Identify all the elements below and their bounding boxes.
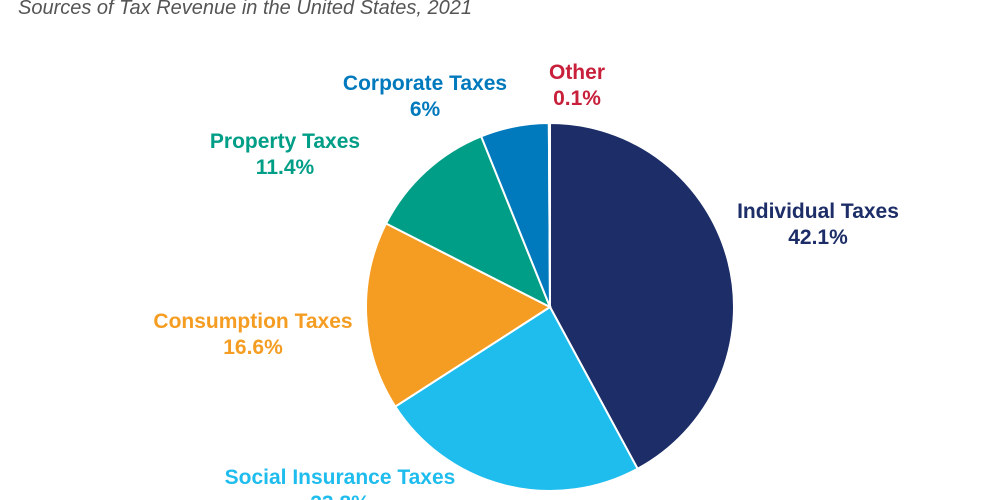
slice-value-label: 6% bbox=[410, 98, 441, 121]
slice-name-label: Property Taxes bbox=[210, 130, 360, 153]
slice-value-label: 23.8% bbox=[310, 492, 370, 500]
slice-value-label: 42.1% bbox=[788, 226, 848, 249]
pie-slice-other bbox=[547, 121, 551, 308]
pie-slices bbox=[365, 121, 735, 492]
pie-slice-consumption-taxes bbox=[365, 222, 553, 408]
slice-value-label: 11.4% bbox=[256, 156, 315, 179]
slice-name-label: Consumption Taxes bbox=[153, 310, 352, 333]
pie-slice-individual-taxes bbox=[549, 121, 735, 471]
slice-name-label: Corporate Taxes bbox=[343, 72, 507, 95]
pie-slice-social-insurance-taxes bbox=[393, 305, 639, 492]
slice-value-label: 16.6% bbox=[223, 336, 283, 359]
slice-name-label: Social Insurance Taxes bbox=[225, 466, 456, 489]
chart-title: Sources of Tax Revenue in the United Sta… bbox=[18, 0, 472, 19]
slice-value-label: 0.1% bbox=[553, 87, 601, 110]
slice-name-label: Individual Taxes bbox=[737, 200, 899, 223]
slice-name-label: Other bbox=[549, 61, 605, 84]
slice-labels: Individual Taxes 42.1% Social Insurance Ta… bbox=[153, 61, 898, 500]
pie-slice-property-taxes bbox=[384, 135, 552, 310]
